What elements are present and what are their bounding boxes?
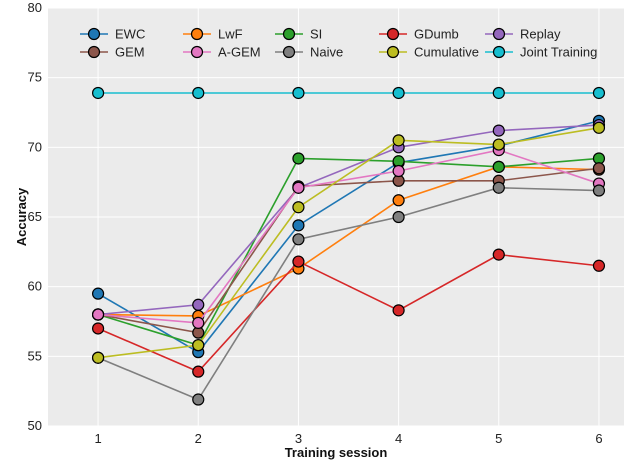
legend-item-naive: Naive [275,45,343,60]
data-point-joint-training [192,86,205,100]
series-gdumb [91,248,606,378]
data-point-gdumb [392,304,405,317]
x-tick-label: 4 [395,431,402,446]
legend: EWC LwF SI GDumb Replay GEM A-GEM Naive Cumulati… [80,27,597,60]
y-tick-label: 70 [28,139,42,154]
legend-item-gem: GEM [80,45,145,60]
series-line-gem [97,167,600,334]
data-point-a-gem [192,316,205,329]
legend-label: Naive [310,45,343,60]
x-axis-ticks: 1 2 3 4 5 6 [94,431,602,446]
data-point-cumulative [192,339,205,352]
legend-marker [282,45,296,59]
data-point-cumulative [292,201,305,214]
data-point-gdumb [592,259,606,272]
x-tick-label: 5 [495,431,502,446]
y-tick-label: 65 [28,209,42,224]
data-point-cumulative [91,351,105,364]
y-axis-ticks: 50 55 60 65 70 75 80 [28,0,42,433]
data-point-gdumb [192,365,205,378]
data-point-gdumb [492,248,505,261]
x-tick-label: 1 [94,431,101,446]
legend-marker [190,45,204,59]
legend-marker [282,27,296,41]
data-point-naive [192,393,205,406]
data-point-joint-training [592,86,606,100]
data-point-gdumb [292,255,305,268]
legend-label: SI [310,27,322,42]
y-tick-label: 60 [28,279,42,294]
legend-label: EWC [115,27,145,42]
legend-label: A-GEM [218,45,261,60]
series-line-replay [98,124,600,316]
legend-marker [386,45,400,59]
legend-label: Joint Training [520,45,597,60]
series-line-si [97,157,600,347]
x-tick-label: 2 [195,431,202,446]
series-group [91,86,606,406]
data-point-gdumb [91,322,105,335]
data-point-naive [392,210,405,224]
data-point-joint-training [91,86,105,100]
y-tick-label: 80 [28,0,42,15]
y-tick-label: 55 [28,348,42,363]
data-point-cumulative [492,138,505,151]
data-point-gem [592,162,606,175]
legend-item-si: SI [275,27,322,42]
data-point-a-gem [392,164,405,178]
legend-item-cumulative: Cumulative [379,45,479,60]
y-tick-label: 50 [28,418,42,433]
series-line-gdumb [97,253,600,373]
legend-item-replay: Replay [485,27,561,42]
data-point-a-gem [292,181,305,194]
data-point-naive [592,184,606,197]
legend-marker [190,27,204,41]
data-point-si [492,160,505,173]
legend-item-joint-training: Joint Training [485,45,597,60]
legend-marker [492,45,506,59]
legend-item-ewc: EWC [80,27,145,42]
legend-label: GDumb [414,27,459,42]
legend-item-gdumb: GDumb [379,27,459,42]
data-point-a-gem [91,308,105,321]
legend-marker [87,27,101,41]
series-line-lwf [98,166,599,317]
legend-label: Replay [520,27,561,42]
y-tick-label: 75 [28,70,42,85]
data-point-lwf [392,194,405,207]
legend-marker [87,45,101,59]
x-tick-label: 6 [595,431,602,446]
data-point-cumulative [592,121,606,134]
data-point-joint-training [392,86,405,100]
data-point-cumulative [392,134,405,147]
data-point-ewc [292,219,305,232]
x-axis-label: Training session [285,445,388,460]
x-tick-label: 3 [295,431,302,446]
legend-label: Cumulative [414,45,479,60]
data-point-joint-training [492,86,505,100]
data-point-ewc [91,287,105,300]
legend-item-lwf: LwF [183,27,243,42]
data-point-replay [492,124,505,137]
data-point-naive [292,233,305,246]
series-line-a-gem [98,149,600,324]
legend-item-a-gem: A-GEM [183,45,261,60]
series-joint-training [91,86,606,100]
legend-marker [386,27,400,41]
legend-marker [492,27,506,41]
data-point-replay [192,298,205,311]
data-point-joint-training [292,86,305,100]
series-line-cumulative [97,127,600,359]
legend-label: GEM [115,45,145,60]
legend-label: LwF [218,27,243,42]
data-point-si [292,152,305,165]
series-line-naive [97,186,599,401]
data-point-naive [492,181,505,194]
y-axis-label: Accuracy [14,187,29,246]
series-cumulative [91,121,606,364]
